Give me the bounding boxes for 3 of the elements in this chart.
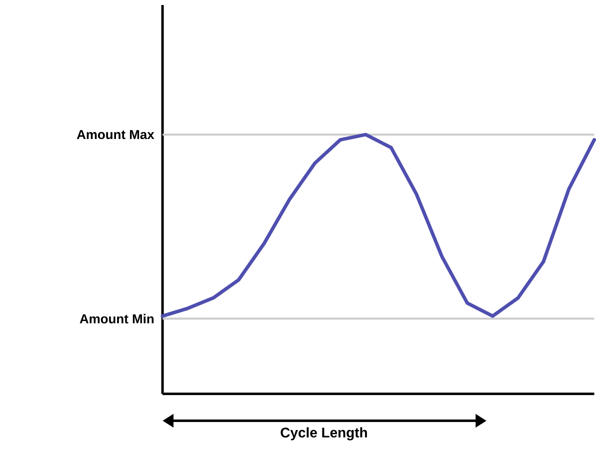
ref-line-label: Amount Max: [76, 130, 154, 140]
x-axis-title: Cycle Length: [280, 427, 367, 441]
ref-line-label: Amount Min: [80, 314, 154, 324]
